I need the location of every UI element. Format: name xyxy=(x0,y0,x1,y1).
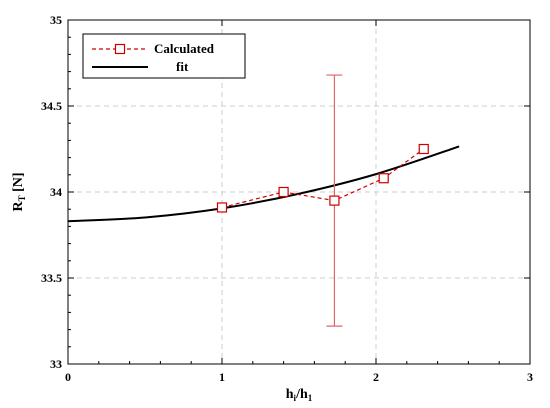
legend-box xyxy=(82,33,246,79)
x-tick-label: 0 xyxy=(65,370,71,384)
legend: Calculated fit xyxy=(82,33,246,79)
series xyxy=(67,74,460,327)
calculated-line xyxy=(221,148,425,209)
legend-calculated-marker xyxy=(114,43,126,55)
x-tick-label: 3 xyxy=(527,370,533,384)
y-tick-label: 33 xyxy=(50,357,62,371)
y-tick-label: 35 xyxy=(50,13,62,27)
y-tick-label: 34 xyxy=(50,185,62,199)
calculated-point xyxy=(329,195,340,206)
calculated-point xyxy=(418,143,429,155)
y-axis-label: RT [N] xyxy=(11,172,27,211)
y-tick-label: 33.5 xyxy=(41,271,62,285)
x-tick-label: 2 xyxy=(373,370,379,384)
legend-calculated-label: Calculated xyxy=(154,41,215,56)
calculated-point xyxy=(378,173,389,184)
calculated-point xyxy=(216,202,228,213)
x-axis-label: hi/h1 xyxy=(286,387,313,403)
y-tick-label: 34.5 xyxy=(41,99,62,113)
fit-curve xyxy=(67,145,460,223)
legend-fit-label: fit xyxy=(176,59,189,74)
calculated-point xyxy=(278,186,289,198)
x-tick-label: 1 xyxy=(219,370,225,384)
